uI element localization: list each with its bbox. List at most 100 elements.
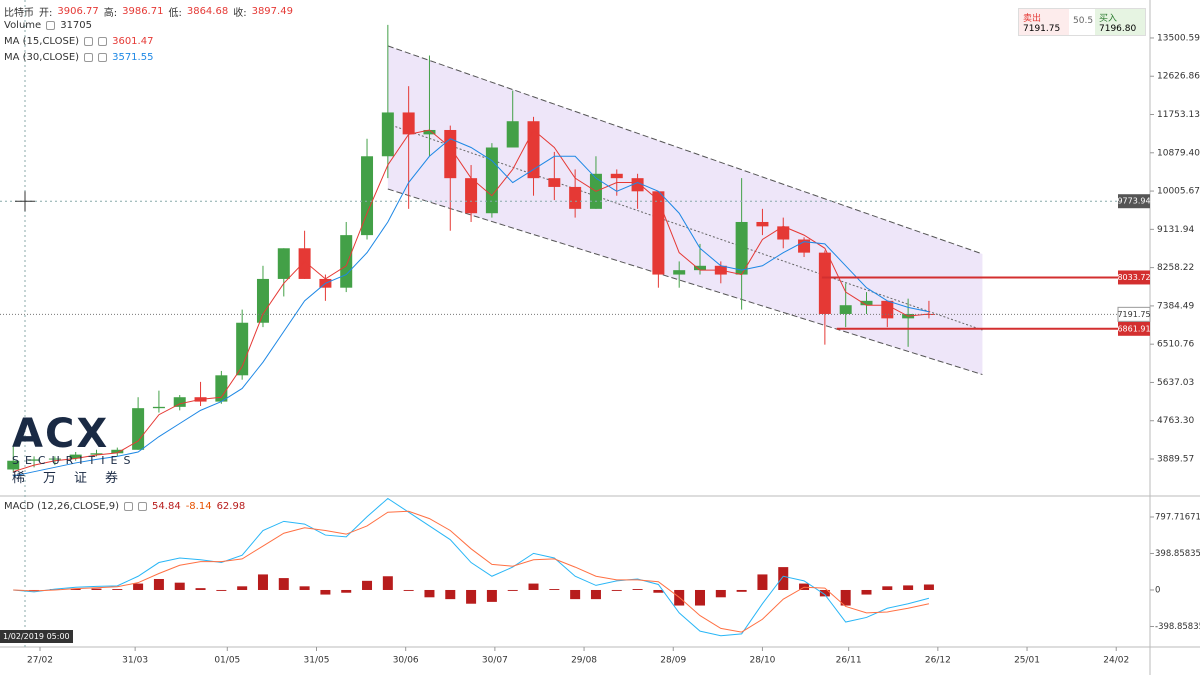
logo-char: 万 <box>43 471 57 486</box>
macd-histogram <box>216 589 227 591</box>
candle-body <box>652 191 665 275</box>
y-tick-label: 7384.49 <box>1157 301 1194 311</box>
y-tick-label: 797.71671 <box>1155 512 1200 522</box>
icon[interactable] <box>138 502 148 511</box>
y-tick-label: 5637.03 <box>1157 378 1194 388</box>
macd-histogram <box>903 585 914 590</box>
candle-body <box>111 449 124 454</box>
candle-body <box>631 178 644 192</box>
x-tick-label: 26/12 <box>925 656 951 666</box>
x-tick-label: 24/02 <box>1103 656 1129 666</box>
candle-body <box>506 121 519 148</box>
macd-line <box>13 497 930 637</box>
icon[interactable] <box>84 53 94 62</box>
candle-body <box>818 252 831 314</box>
candle-body <box>610 173 623 179</box>
ma-line <box>13 138 930 477</box>
y-tick-label: 3889.57 <box>1157 455 1194 465</box>
logo-cn: 稀万证券 <box>12 467 136 486</box>
price-tag-label: 8033.72 <box>1117 273 1150 282</box>
y-tick-label: 0 <box>1155 585 1160 595</box>
cursor <box>15 191 35 212</box>
candle-body <box>569 186 582 209</box>
macd-histogram <box>382 576 393 590</box>
macd-histogram <box>507 589 518 591</box>
buy-button[interactable]: 买入 7196.80 <box>1095 9 1145 35</box>
ma-label: MA (30,CLOSE) <box>4 52 80 63</box>
candle-body <box>839 305 852 314</box>
macd-histogram <box>653 589 664 593</box>
x-tick-label: 29/08 <box>571 656 597 666</box>
channel-line <box>387 45 983 255</box>
y-tick-label: 398.85835 <box>1155 549 1200 559</box>
candle-body <box>90 453 103 455</box>
icon[interactable] <box>98 53 108 62</box>
ohlc-value: 3986.71 <box>122 6 164 17</box>
volume-value: 31705 <box>60 20 93 31</box>
macd-histogram <box>320 589 331 595</box>
sell-price: 7191.75 <box>1023 24 1061 34</box>
icon[interactable] <box>84 37 94 46</box>
macd-histogram <box>840 589 851 606</box>
x-tick-label: 27/02 <box>27 656 53 666</box>
macd-histogram <box>299 586 310 590</box>
candle-body <box>173 397 186 407</box>
macd-value: -8.14 <box>185 501 212 512</box>
macd-histogram <box>237 586 248 590</box>
candle-body <box>860 300 873 306</box>
icon[interactable] <box>124 502 134 511</box>
volume-label: Volume <box>4 20 42 31</box>
icon[interactable] <box>46 21 56 30</box>
candle-body <box>402 112 415 135</box>
candle-body <box>28 459 41 461</box>
candle-body <box>215 375 228 402</box>
channel-line <box>387 188 983 376</box>
candle-body <box>673 270 686 275</box>
candle-body <box>152 406 165 409</box>
ohlc-value: 3897.49 <box>251 6 293 17</box>
macd-histogram <box>341 589 352 593</box>
y-tick-label: -398.85835 <box>1155 622 1200 632</box>
price-tag <box>1118 321 1150 336</box>
ohlc-label: 开: <box>39 8 53 19</box>
macd-histogram <box>133 583 144 590</box>
ma-value: 3571.55 <box>112 52 154 63</box>
logo-char: 券 <box>105 471 119 486</box>
candle-body <box>777 226 790 240</box>
macd-histogram <box>632 589 643 590</box>
candle-body <box>48 458 61 460</box>
macd-histogram <box>611 589 622 591</box>
y-tick-label: 6510.76 <box>1157 340 1194 350</box>
macd-value: 54.84 <box>152 501 181 512</box>
spread: 50.5 <box>1073 16 1094 26</box>
candle-body <box>7 460 20 470</box>
sell-button[interactable]: 卖出 7191.75 <box>1019 9 1069 35</box>
macd-histogram <box>174 582 185 590</box>
macd-histogram <box>861 589 872 595</box>
ohlc-legend: 比特币 开: 3906.77 高: 3986.71 低: 3864.68 收: 3897… <box>4 4 293 19</box>
x-tick-label: 01/05 <box>214 656 240 666</box>
x-tick-label: 30/06 <box>393 656 419 666</box>
y-tick-label: 9131.94 <box>1157 225 1194 235</box>
trade-panel: 卖出 7191.75 50.5 买入 7196.80 <box>1018 8 1146 36</box>
macd-histogram <box>695 589 706 606</box>
y-tick-label: 11753.13 <box>1157 110 1200 120</box>
x-tick-label: 31/05 <box>304 656 330 666</box>
candle-body <box>423 129 436 135</box>
ma-value: 3601.47 <box>112 36 154 47</box>
x-tick-label: 28/09 <box>660 656 686 666</box>
macd-histogram <box>528 583 539 590</box>
candle-body <box>485 147 498 214</box>
macd-value: 62.98 <box>216 501 246 512</box>
price-tag-label: 6861.91 <box>1117 324 1150 333</box>
candle-body <box>444 129 457 179</box>
candle-body <box>69 454 82 459</box>
x-tick-label: 28/10 <box>749 656 775 666</box>
macd-histogram <box>923 584 934 590</box>
ma-label: MA (15,CLOSE) <box>4 36 80 47</box>
candle-body <box>735 221 748 275</box>
macd-histogram <box>278 578 289 590</box>
icon[interactable] <box>98 37 108 46</box>
volume-legend: Volume 31705 <box>4 20 92 31</box>
